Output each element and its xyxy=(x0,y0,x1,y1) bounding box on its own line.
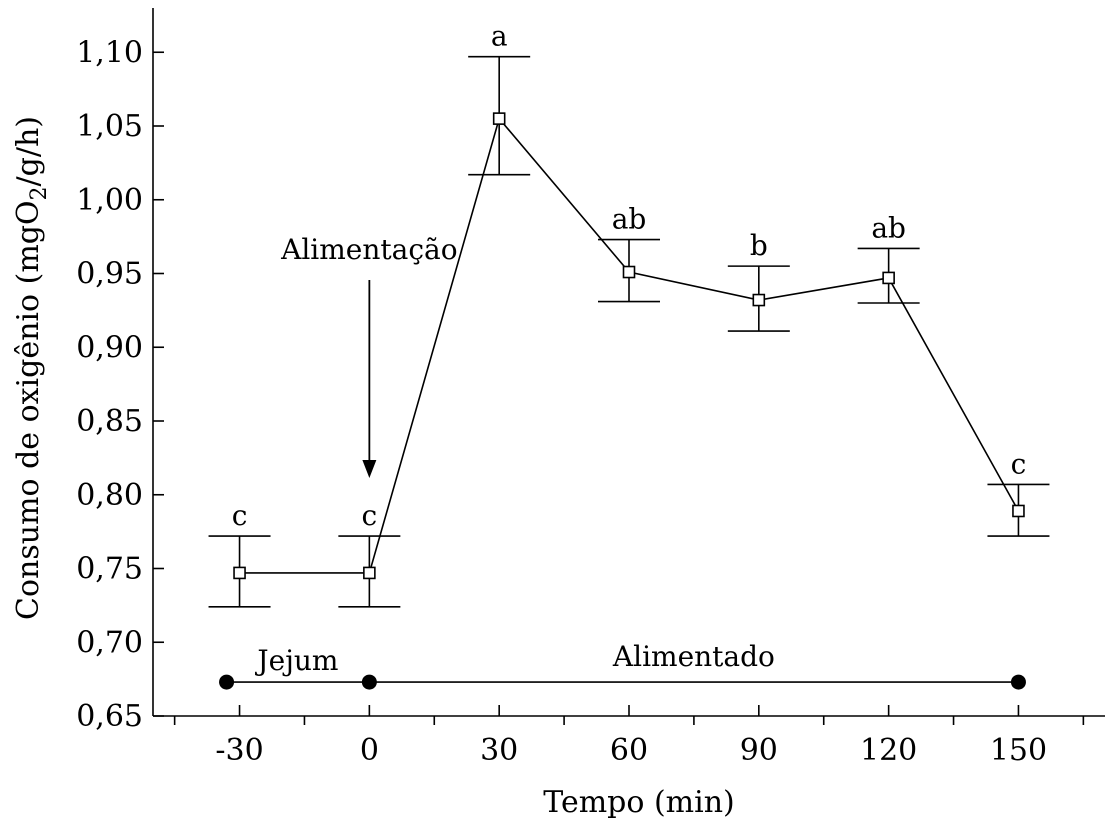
y-ticks: 0,65 0,70 0,75 0,80 0,85 0,90 0,95 1,00 1,05 1,10 xyxy=(76,35,164,734)
significance-letter: ab xyxy=(612,203,647,236)
significance-letter: ab xyxy=(871,211,906,244)
y-tick-label: 0,65 xyxy=(76,699,143,734)
fasting-label: Jejum xyxy=(254,644,338,677)
y-tick-label: 0,95 xyxy=(76,257,143,292)
annotations: Alimentação Jejum Alimentado xyxy=(254,233,774,677)
x-axis-title: Tempo (min) xyxy=(543,785,734,820)
data-point xyxy=(1012,504,1025,518)
x-ticks: -30 0 30 60 90 120 150 xyxy=(173,705,1085,768)
period-bar xyxy=(219,674,1026,690)
significance-letter: c xyxy=(1011,447,1027,480)
y-tick-label: 1,00 xyxy=(76,183,143,218)
data-point xyxy=(752,293,766,307)
x-tick-label: 150 xyxy=(990,733,1047,768)
significance-letter: c xyxy=(362,499,378,532)
series-line xyxy=(239,116,1020,574)
data-point xyxy=(882,271,895,285)
significance-letter: b xyxy=(750,229,768,262)
y-axis-title-rest: /g/h) xyxy=(11,116,46,186)
y-tick-label: 0,90 xyxy=(76,330,143,365)
period-marker xyxy=(361,674,377,690)
x-tick-label: 30 xyxy=(480,733,518,768)
x-tick-label: -30 xyxy=(215,733,263,768)
period-marker xyxy=(219,674,235,690)
data-point xyxy=(622,265,636,279)
y-tick-label: 0,85 xyxy=(76,404,143,439)
x-tick-label: 0 xyxy=(360,733,379,768)
x-tick-label: 90 xyxy=(740,733,778,768)
feeding-arrowhead xyxy=(362,460,377,478)
data-point xyxy=(233,566,246,580)
y-axis-title-main: Consumo de oxigênio (mgO xyxy=(11,200,46,620)
significance-letter: a xyxy=(491,20,508,53)
y-tick-label: 0,75 xyxy=(76,552,143,587)
y-tick-label: 1,10 xyxy=(76,35,143,70)
y-tick-label: 0,70 xyxy=(76,625,143,660)
axes xyxy=(152,8,1105,717)
x-tick-label: 120 xyxy=(860,733,917,768)
y-axis-title-subscript: 2 xyxy=(27,186,52,200)
data-point xyxy=(363,566,376,580)
y-tick-label: 1,05 xyxy=(76,109,143,144)
significance-letter: c xyxy=(232,499,248,532)
fed-label: Alimentado xyxy=(612,640,775,673)
period-marker xyxy=(1010,674,1026,690)
x-tick-label: 60 xyxy=(610,733,648,768)
error-bars xyxy=(208,55,1050,608)
y-axis-title: Consumo de oxigênio (mgO2/g/h) xyxy=(11,116,52,620)
data-point xyxy=(492,112,506,125)
significance-letters: c c a ab b ab c xyxy=(232,20,1027,532)
y-tick-label: 0,80 xyxy=(76,478,143,513)
feeding-label: Alimentação xyxy=(280,233,457,266)
series-group xyxy=(233,112,1025,580)
